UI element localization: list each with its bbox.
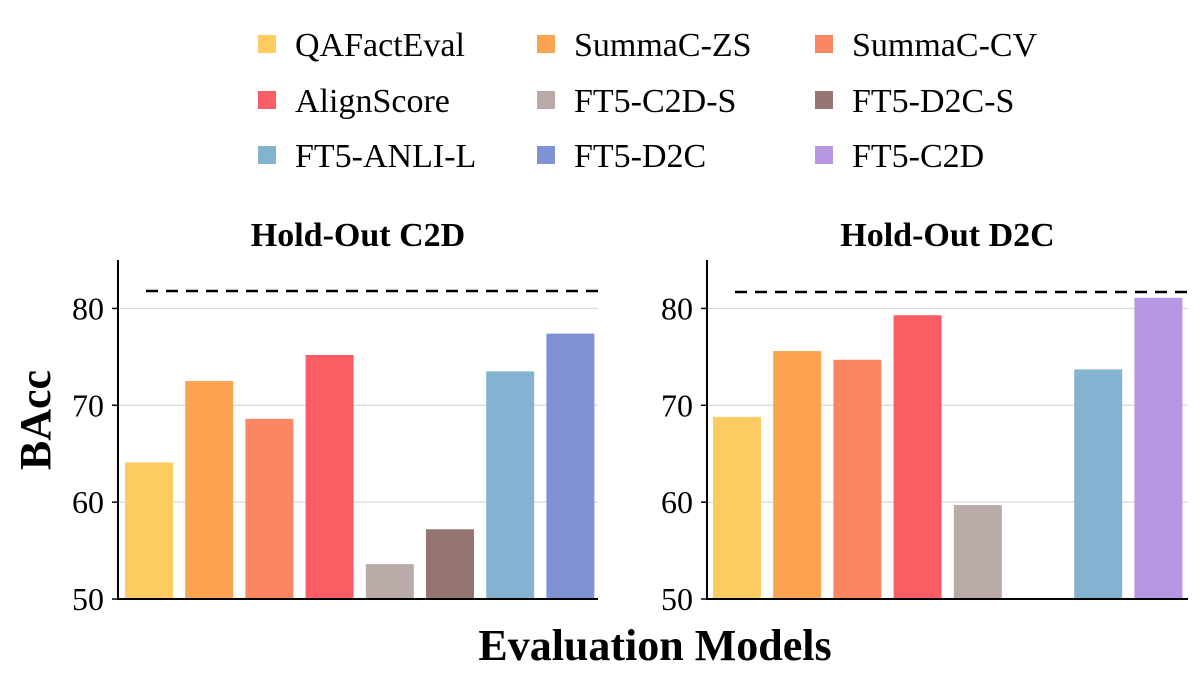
legend-swatch xyxy=(815,146,833,164)
y-tick-label: 50 xyxy=(661,581,693,617)
y-tick-label: 60 xyxy=(661,484,693,520)
legend-item: FT5-C2D-S xyxy=(537,83,736,120)
bar xyxy=(426,529,474,599)
y-tick-label: 70 xyxy=(72,387,104,423)
legend-swatch xyxy=(258,35,276,53)
bar xyxy=(713,416,761,599)
legend-item: AlignScore xyxy=(258,83,450,120)
y-tick-label: 60 xyxy=(72,484,104,520)
panel: 50 60 70 80 Hold-Out C2D xyxy=(72,217,598,617)
bar xyxy=(1074,369,1123,599)
legend-label: FT5-C2D-S xyxy=(574,83,736,120)
legend-item: FT5-C2D xyxy=(815,138,984,175)
panel-title: Hold-Out D2C xyxy=(840,217,1054,254)
bar xyxy=(893,315,942,599)
legend-item: FT5-D2C xyxy=(537,138,706,175)
bar xyxy=(1134,297,1183,599)
legend-swatch xyxy=(258,91,276,109)
bar xyxy=(486,371,535,599)
legend-swatch xyxy=(537,91,555,109)
bar xyxy=(833,359,882,599)
legend-swatch xyxy=(815,35,833,53)
bar xyxy=(245,418,294,599)
legend-item: SummaC-ZS xyxy=(537,27,752,64)
legend-swatch xyxy=(258,146,276,164)
bar xyxy=(305,354,354,599)
legend-label: FT5-D2C xyxy=(574,138,706,175)
bar xyxy=(953,505,1002,599)
legend-item: QAFactEval xyxy=(258,27,465,64)
legend-item: SummaC-CV xyxy=(815,27,1038,64)
legend-label: AlignScore xyxy=(295,83,450,120)
legend-label: SummaC-CV xyxy=(852,27,1038,64)
panel: 50 60 70 80 Hold-Out D2C xyxy=(661,217,1188,617)
bar xyxy=(365,564,414,599)
y-tick-label: 50 xyxy=(72,581,104,617)
legend-item: FT5-ANLI-L xyxy=(258,138,476,175)
legend: QAFactEval SummaC-ZS SummaC-CV AlignScore FT… xyxy=(258,27,1038,175)
bar xyxy=(773,351,822,599)
legend-label: QAFactEval xyxy=(295,27,465,64)
y-tick-label: 80 xyxy=(661,290,693,326)
legend-item: FT5-D2C-S xyxy=(815,83,1014,120)
legend-swatch xyxy=(815,91,833,109)
legend-label: FT5-C2D xyxy=(852,138,984,175)
bar xyxy=(185,381,234,599)
panels: 50 60 70 80 Hold-Out C2D 50 60 70 80 Hold-Out D2C xyxy=(72,217,1188,617)
x-axis-title: Evaluation Models xyxy=(478,621,831,670)
legend-label: SummaC-ZS xyxy=(574,27,752,64)
legend-swatch xyxy=(537,146,555,164)
y-tick-label: 80 xyxy=(72,290,104,326)
bar xyxy=(546,333,595,599)
panel-title: Hold-Out C2D xyxy=(251,217,465,254)
y-axis-title: BAcc xyxy=(11,370,60,470)
legend-label: FT5-ANLI-L xyxy=(295,138,476,175)
legend-label: FT5-D2C-S xyxy=(852,83,1014,120)
legend-swatch xyxy=(537,35,555,53)
bar xyxy=(125,462,173,599)
y-tick-label: 70 xyxy=(661,387,693,423)
